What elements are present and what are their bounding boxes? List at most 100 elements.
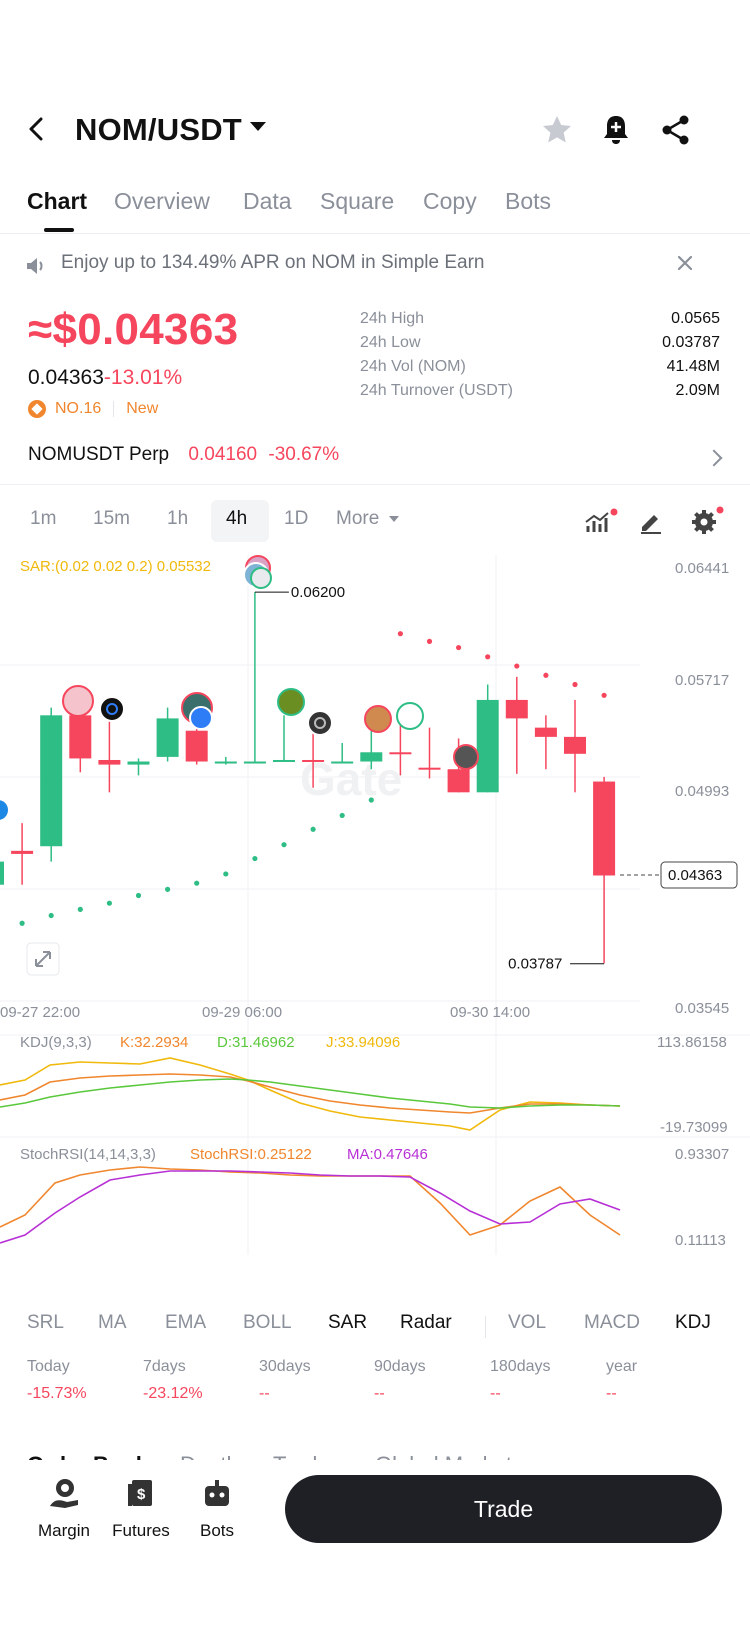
kdj-d-value: D:31.46962: [217, 1034, 295, 1051]
avatar-marker: [99, 696, 125, 722]
close-icon[interactable]: [676, 254, 694, 272]
price-alert-bell-icon[interactable]: [596, 110, 636, 150]
stat-value-high: 0.0565: [671, 310, 720, 327]
draw-pencil-icon[interactable]: [638, 509, 664, 535]
price-change-percent: -13.01%: [103, 366, 183, 389]
stat-label-turnover: 24h Turnover (USDT): [360, 382, 513, 399]
perf-value-90days: --: [374, 1385, 385, 1402]
kdj-k-line: [0, 1073, 621, 1114]
kdj-k-value: K:32.2934: [120, 1034, 188, 1051]
tab-bots[interactable]: Bots: [505, 188, 552, 214]
y-tick-5: 0.03545: [675, 1000, 729, 1017]
interval-1m[interactable]: 1m: [30, 508, 57, 529]
kdj-label: KDJ(9,3,3): [20, 1034, 92, 1051]
main-tabs: Chart Overview Data Square Copy Bots: [0, 180, 750, 234]
tab-square[interactable]: Square: [320, 188, 395, 214]
avatar-marker: [277, 688, 305, 716]
tab-data[interactable]: Data: [243, 188, 292, 214]
indicator-radar[interactable]: Radar: [400, 1312, 452, 1333]
interval-more[interactable]: More: [336, 508, 399, 530]
margin-label: Margin: [38, 1521, 90, 1540]
perf-label-30days: 30days: [259, 1358, 311, 1375]
bots-button[interactable]: Bots: [177, 1476, 257, 1541]
pair-title[interactable]: NOM/USDT: [75, 112, 242, 147]
svg-text:$: $: [137, 1486, 146, 1503]
sar-dot: [339, 812, 345, 819]
active-tab-indicator: [44, 228, 74, 232]
stochrsi-line: [0, 1166, 621, 1236]
indicator-srl[interactable]: SRL: [27, 1312, 64, 1333]
candle-body: [243, 761, 266, 764]
favorite-star-icon[interactable]: [537, 110, 577, 150]
chart-settings-gear-icon[interactable]: [688, 506, 724, 536]
stochrsi-label: StochRSI(14,14,3,3): [20, 1146, 156, 1163]
share-icon[interactable]: [656, 110, 696, 150]
sar-dot: [310, 826, 316, 832]
stochrsi-ma-value: MA:0.47646: [347, 1146, 428, 1163]
candle-body: [447, 769, 470, 793]
sar-dot: [48, 912, 54, 919]
divider: [0, 484, 750, 485]
sar-dot: [514, 663, 520, 669]
indicator-settings-icon[interactable]: [584, 508, 618, 536]
indicator-ema[interactable]: EMA: [165, 1312, 207, 1333]
indicator-vol[interactable]: VOL: [508, 1312, 547, 1333]
interval-1d[interactable]: 1D: [284, 508, 309, 529]
sar-dot: [485, 654, 491, 660]
indicator-sar[interactable]: SAR: [328, 1312, 368, 1333]
perf-label-90days: 90days: [374, 1358, 426, 1375]
banner-text: Enjoy up to 134.49% APR on NOM in Simple…: [61, 252, 485, 273]
futures-icon: $: [128, 1480, 152, 1506]
expand-chart-icon[interactable]: [26, 942, 60, 976]
perf-value-30days: --: [259, 1385, 270, 1402]
candles-layer: [0, 592, 616, 964]
perf-label-180days: 180days: [490, 1358, 551, 1375]
candle-body: [214, 761, 237, 764]
candle-body: [564, 736, 586, 754]
rank-label: NO.16: [55, 400, 102, 417]
price-change-row: 0.04363-13.01%: [28, 366, 182, 390]
tab-chart[interactable]: Chart: [27, 188, 88, 214]
kdj-d-line: [0, 1078, 621, 1109]
interval-4h[interactable]: 4h: [226, 508, 248, 529]
candle-body: [302, 759, 325, 762]
current-price: ≈$0.04363: [28, 305, 239, 354]
margin-icon: [50, 1479, 78, 1508]
more-label: More: [336, 508, 380, 529]
earn-banner[interactable]: Enjoy up to 134.49% APR on NOM in Simple…: [0, 244, 750, 284]
perp-row[interactable]: NOMUSDT Perp 0.04160 -30.67%: [28, 444, 339, 466]
perf-label-today: Today: [27, 1358, 70, 1375]
indicator-macd[interactable]: MACD: [584, 1312, 640, 1333]
trade-button[interactable]: Trade: [285, 1475, 722, 1543]
chevron-right-icon[interactable]: [705, 449, 723, 467]
interval-bar: 1m 15m 1h 4h 1D More: [0, 500, 750, 544]
margin-button[interactable]: Margin: [24, 1476, 104, 1541]
current-price-tag-text: 0.04363: [668, 867, 722, 884]
back-arrow-icon[interactable]: [22, 114, 52, 144]
avatar-marker: [396, 702, 424, 730]
tab-copy[interactable]: Copy: [423, 188, 477, 214]
futures-button[interactable]: $ Futures: [101, 1476, 181, 1541]
avatar-marker: [250, 567, 272, 589]
social-markers: [0, 555, 479, 820]
sar-dot: [572, 681, 578, 688]
indicator-divider: [485, 1316, 486, 1338]
pair-dropdown-caret-icon[interactable]: [250, 122, 266, 131]
indicator-boll[interactable]: BOLL: [243, 1312, 292, 1333]
rank-row: NO.16 New: [28, 400, 158, 418]
kdj-j-line: [0, 1057, 621, 1131]
interval-1h[interactable]: 1h: [167, 508, 189, 529]
perp-price: 0.04160: [188, 444, 258, 465]
price-chart[interactable]: Gate SAR:(0.02 0.02 0.2) 0.05532 0.06441…: [0, 555, 750, 1295]
interval-15m[interactable]: 15m: [93, 508, 130, 529]
candle-body: [360, 752, 383, 762]
sar-dot: [456, 644, 462, 651]
sar-dot: [252, 855, 258, 862]
tab-overview[interactable]: Overview: [114, 188, 210, 214]
sar-label: SAR:(0.02 0.02 0.2) 0.05532: [20, 558, 211, 575]
candle-body: [98, 759, 121, 765]
candle-body: [40, 715, 63, 847]
indicator-ma[interactable]: MA: [98, 1312, 127, 1333]
perf-value-today: -15.73%: [27, 1385, 87, 1402]
indicator-kdj[interactable]: KDJ: [675, 1312, 711, 1333]
